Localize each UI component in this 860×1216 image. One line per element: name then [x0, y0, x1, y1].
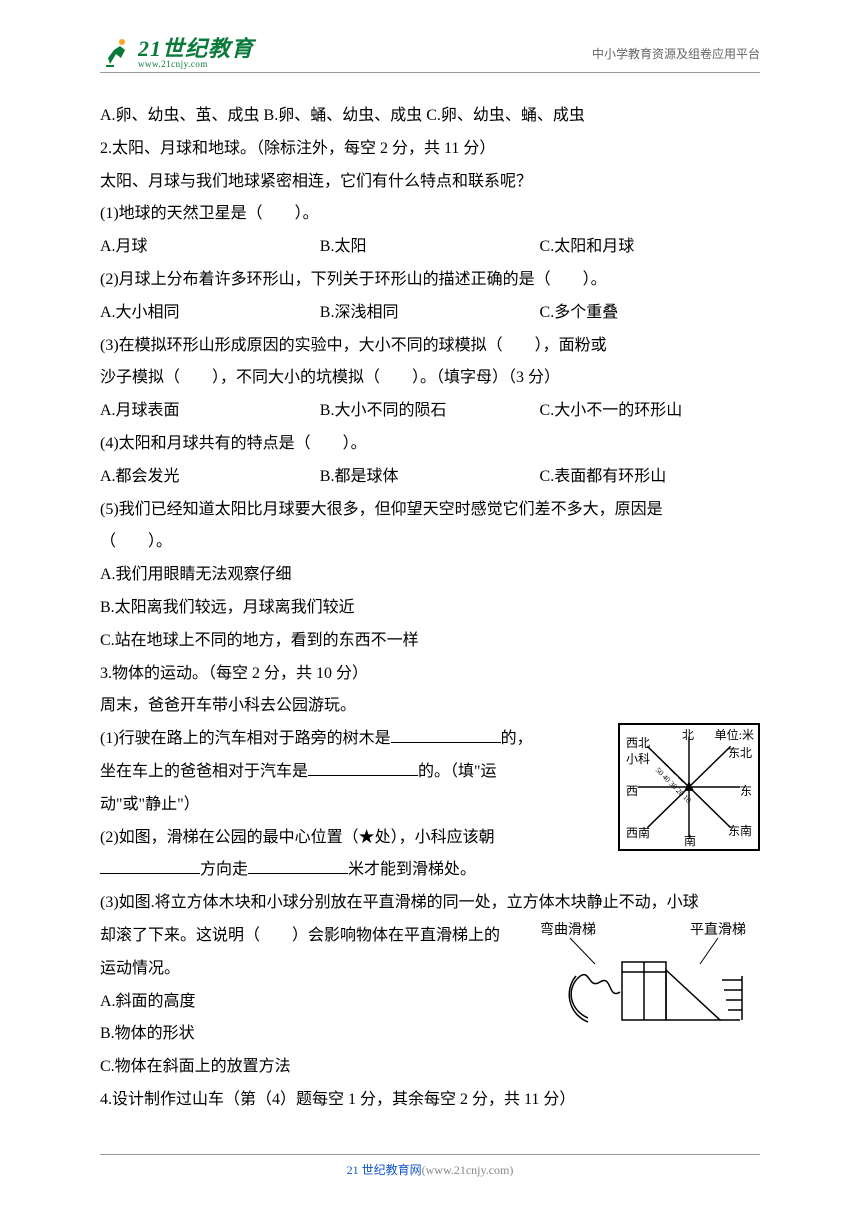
q2-1-optB: B.太阳 — [320, 231, 540, 264]
q3-3-line2: 却滚了下来。这说明（ ）会影响物体在平直滑梯上的 — [100, 920, 522, 953]
q3-3-block-with-slides: 却滚了下来。这说明（ ）会影响物体在平直滑梯上的 运动情况。 A.斜面的高度 B… — [100, 920, 760, 1084]
q3-1-line3: 动"或"静止"） — [100, 789, 608, 822]
section-3-intro: 周末，爸爸开车带小科去公园游玩。 — [100, 690, 760, 723]
compass-xiaoke: 小科 — [626, 753, 650, 765]
compass-w: 西 — [626, 785, 638, 797]
q2-2-stem: (2)月球上分布着许多环形山，下列关于环形山的描述正确的是（ ）。 — [100, 264, 760, 297]
header-divider — [100, 72, 760, 73]
compass-figure: 50 40 30 20 10 单位:米 北 西北 东北 小科 西 东 西南 东南… — [618, 723, 760, 851]
section-3-title: 3.物体的运动。（每空 2 分，共 10 分） — [100, 658, 760, 691]
page-footer: 21 世纪教育网(www.21cnjy.com) — [100, 1154, 760, 1178]
q2-4-optC: C.表面都有环形山 — [540, 461, 760, 494]
q2-4-stem: (4)太阳和月球共有的特点是（ ）。 — [100, 428, 760, 461]
section-2-title: 2.太阳、月球和地球。（除标注外，每空 2 分，共 11 分） — [100, 133, 760, 166]
section-2-intro: 太阳、月球与我们地球紧密相连，它们有什么特点和联系呢？ — [100, 166, 760, 199]
q2-3-optB: B.大小不同的陨石 — [320, 395, 540, 428]
compass-e: 东 — [740, 785, 752, 797]
q2-1-options: A.月球 B.太阳 C.太阳和月球 — [100, 231, 760, 264]
compass-ne: 东北 — [728, 747, 752, 759]
footer-divider — [100, 1154, 760, 1155]
blank-direction[interactable] — [100, 857, 200, 875]
q3-3-line1: (3)如图.将立方体木块和小球分别放在平直滑梯的同一处，立方体木块静止不动，小球 — [100, 887, 760, 920]
page-header: 21世纪教育 www.21cnjy.com 中小学教育资源及组卷应用平台 — [100, 28, 760, 78]
compass-se: 东南 — [728, 825, 752, 837]
q3-1-part4: 的。（填"运 — [418, 763, 497, 780]
compass-nw: 西北 — [626, 737, 650, 749]
q2-2-options: A.大小相同 B.深浅相同 C.多个重叠 — [100, 297, 760, 330]
q3-2-tail: 米才能到滑梯处。 — [348, 861, 476, 878]
logo-main-text: 21世纪教育 — [138, 38, 254, 60]
q2-5-optC: C.站在地球上不同的地方，看到的东西不一样 — [100, 625, 760, 658]
q2-4-options: A.都会发光 B.都是球体 C.表面都有环形山 — [100, 461, 760, 494]
q2-3-optC: C.大小不一的环形山 — [540, 395, 760, 428]
logo: 21世纪教育 www.21cnjy.com — [100, 36, 254, 70]
q3-block-with-compass: (1)行驶在路上的汽车相对于路旁的树木是 的， 坐在车上的爸爸相对于汽车是 的。（填… — [100, 723, 760, 887]
q3-1-line1: (1)行驶在路上的汽车相对于路旁的树木是 的， — [100, 723, 608, 756]
svg-text:弯曲滑梯: 弯曲滑梯 — [540, 921, 596, 938]
exam-content: A.卵、幼虫、茧、成虫 B.卵、蛹、幼虫、成虫 C.卵、幼虫、蛹、成虫 2.太阳… — [100, 100, 760, 1117]
q1-options: A.卵、幼虫、茧、成虫 B.卵、蛹、幼虫、成虫 C.卵、幼虫、蛹、成虫 — [100, 100, 760, 133]
q2-5-stem-line1: (5)我们已经知道太阳比月球要大很多，但仰望天空时感觉它们差不多大，原因是 — [100, 494, 760, 527]
q2-2-optA: A.大小相同 — [100, 297, 320, 330]
q3-1-part2: 的， — [501, 730, 533, 747]
q2-5-stem-line2: （ ）。 — [100, 526, 760, 559]
header-right-text: 中小学教育资源及组卷应用平台 — [592, 45, 760, 62]
compass-unit: 单位:米 — [715, 729, 754, 741]
blank-distance[interactable] — [248, 857, 348, 875]
q2-1-stem: (1)地球的天然卫星是（ ）。 — [100, 198, 760, 231]
q3-1-line2: 坐在车上的爸爸相对于汽车是 的。（填"运 — [100, 756, 608, 789]
blank-motion-2[interactable] — [308, 758, 418, 776]
q2-2-optC: C.多个重叠 — [540, 297, 760, 330]
q3-3-optA: A.斜面的高度 — [100, 986, 522, 1019]
q2-4-optB: B.都是球体 — [320, 461, 540, 494]
section-4-title: 4.设计制作过山车（第（4）题每空 1 分，其余每空 2 分，共 11 分） — [100, 1084, 760, 1117]
q2-3-stem-line1: (3)在模拟环形山形成原因的实验中，大小不同的球模拟（ ），面粉或 — [100, 330, 760, 363]
q2-4-optA: A.都会发光 — [100, 461, 320, 494]
footer-brand: 21 世纪教育网 — [347, 1163, 422, 1177]
q3-1-part3: 坐在车上的爸爸相对于汽车是 — [100, 763, 308, 780]
q3-3-optB: B.物体的形状 — [100, 1018, 522, 1051]
q2-2-optB: B.深浅相同 — [320, 297, 540, 330]
blank-motion-1[interactable] — [391, 726, 501, 744]
q3-3-line3: 运动情况。 — [100, 953, 522, 986]
q3-2-mid: 方向走 — [200, 861, 248, 878]
q2-5-optB: B.太阳离我们较远，月球离我们较近 — [100, 592, 760, 625]
compass-n: 北 — [682, 729, 694, 741]
q3-2-line2: 方向走 米才能到滑梯处。 — [100, 854, 608, 887]
q3-3-optC: C.物体在斜面上的放置方法 — [100, 1051, 522, 1084]
compass-s: 南 — [684, 835, 696, 847]
svg-text:平直滑梯: 平直滑梯 — [690, 921, 746, 938]
q2-1-optC: C.太阳和月球 — [540, 231, 760, 264]
footer-url: (www.21cnjy.com) — [422, 1163, 514, 1177]
q2-3-options: A.月球表面 B.大小不同的陨石 C.大小不一的环形山 — [100, 395, 760, 428]
slides-figure-icon: 弯曲滑梯 平直滑梯 — [530, 920, 760, 1040]
q2-5-optA: A.我们用眼睛无法观察仔细 — [100, 559, 760, 592]
runner-icon — [100, 36, 134, 70]
compass-sw: 西南 — [626, 827, 650, 839]
q3-2-line1: (2)如图，滑梯在公园的最中心位置（★处），小科应该朝 — [100, 822, 608, 855]
logo-sub-text: www.21cnjy.com — [138, 60, 254, 69]
q3-1-part1: (1)行驶在路上的汽车相对于路旁的树木是 — [100, 730, 391, 747]
q2-3-optA: A.月球表面 — [100, 395, 320, 428]
q2-3-stem-line2: 沙子模拟（ ），不同大小的坑模拟（ ）。（填字母）（3 分） — [100, 362, 760, 395]
q2-1-optA: A.月球 — [100, 231, 320, 264]
